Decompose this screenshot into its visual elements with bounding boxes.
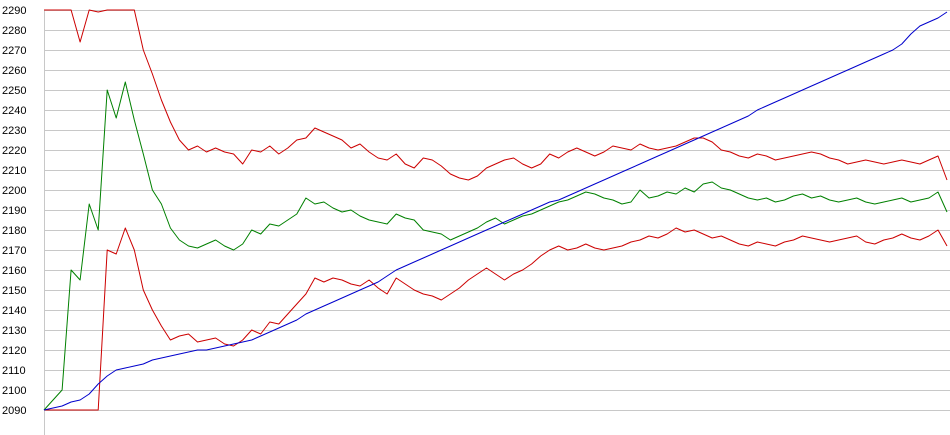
- series-line-2: [43, 81, 948, 411]
- y-tick-label: 2210: [2, 165, 26, 177]
- y-tick-label: 2290: [2, 5, 26, 17]
- y-tick-label: 2120: [2, 345, 26, 357]
- y-tick-label: 2100: [2, 385, 26, 397]
- y-tick-label: 2260: [2, 65, 26, 77]
- y-tick-label: 2190: [2, 205, 26, 217]
- y-tick-label: 2250: [2, 85, 26, 97]
- y-tick-label: 2230: [2, 125, 26, 137]
- y-tick-label: 2220: [2, 145, 26, 157]
- y-tick-label: 2280: [2, 25, 26, 37]
- y-tick-label: 2270: [2, 45, 26, 57]
- y-tick-label: 2140: [2, 305, 26, 317]
- y-tick-label: 2160: [2, 265, 26, 277]
- y-tick-label: 2170: [2, 245, 26, 257]
- y-tick-label: 2200: [2, 185, 26, 197]
- y-tick-label: 2240: [2, 105, 26, 117]
- y-tick-label: 2180: [2, 225, 26, 237]
- series-line-4: [43, 11, 948, 411]
- y-tick-label: 2150: [2, 285, 26, 297]
- series-line-3: [44, 227, 948, 411]
- y-tick-label: 2130: [2, 325, 26, 337]
- gridlines: [44, 10, 950, 411]
- y-tick-label: 2090: [2, 405, 26, 417]
- series-line-1: [44, 9, 948, 181]
- y-tick-label: 2110: [2, 365, 26, 377]
- series-lines: [43, 9, 948, 411]
- y-tick-labels: 2090 2100 2110 2120 2130 2140 2150 2160 2170 2180…: [2, 5, 26, 417]
